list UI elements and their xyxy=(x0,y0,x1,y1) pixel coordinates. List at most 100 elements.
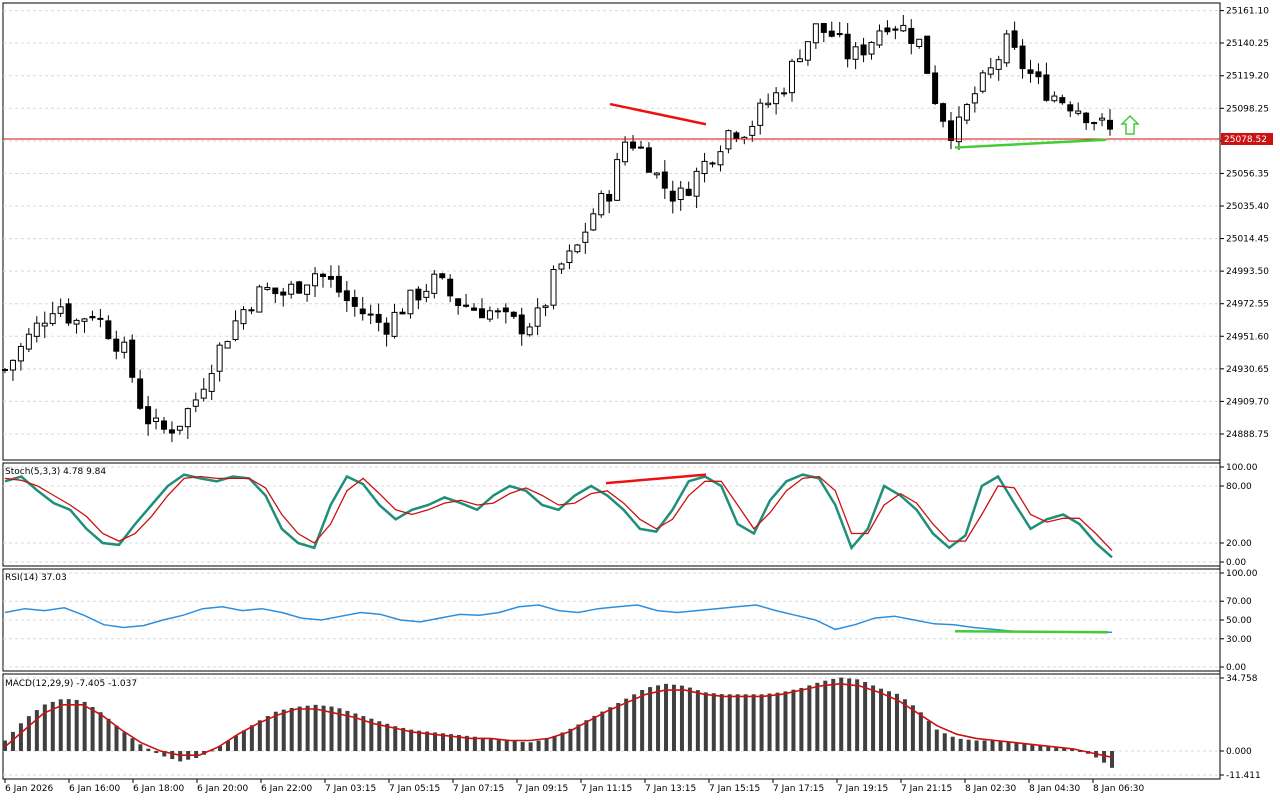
candle-body xyxy=(717,151,724,166)
macd-histogram-bar xyxy=(281,709,286,752)
macd-histogram-bar xyxy=(950,736,955,752)
candle-body xyxy=(630,141,637,149)
candle-body xyxy=(248,309,255,312)
stoch-d-line xyxy=(4,475,1113,552)
macd-histogram-bar xyxy=(162,751,167,757)
macd-histogram-bar xyxy=(385,723,390,752)
candle-body xyxy=(725,130,732,150)
price-tick-label: 24993.50 xyxy=(1226,267,1269,277)
candle-body xyxy=(733,132,740,139)
panel-frames xyxy=(2,2,1221,780)
candle-body xyxy=(160,420,167,430)
price-tick-label: 25014.45 xyxy=(1226,235,1269,245)
macd-histogram-bar xyxy=(918,712,923,752)
price-tick-label: 25056.35 xyxy=(1226,169,1269,179)
candle-body xyxy=(653,172,660,176)
candle-body xyxy=(932,72,939,104)
candle-body xyxy=(9,359,16,371)
macd-histogram-bar xyxy=(210,750,215,752)
macd-histogram-bar xyxy=(289,707,294,752)
stoch-tick-label: 100.00 xyxy=(1226,463,1258,473)
candle-body xyxy=(264,287,271,290)
time-tick-label: 7 Jan 07:15 xyxy=(453,784,504,794)
time-tick-label: 6 Jan 22:00 xyxy=(261,784,313,794)
candle-body xyxy=(757,102,764,126)
macd-histogram-bar xyxy=(640,690,645,752)
time-tick-label: 6 Jan 20:00 xyxy=(197,784,249,794)
candle-body xyxy=(312,273,319,287)
candle-body xyxy=(1051,95,1058,102)
time-tick-label: 7 Jan 17:15 xyxy=(773,784,824,794)
macd-histogram-bar xyxy=(942,733,947,752)
macd-histogram-bar xyxy=(759,694,764,752)
macd-histogram-bar xyxy=(82,701,87,752)
candle-body xyxy=(351,296,358,307)
macd-histogram-bar xyxy=(345,710,350,752)
candle-body xyxy=(471,307,478,311)
macd-histogram-bar xyxy=(34,710,39,752)
candle-body xyxy=(908,27,915,44)
macd-histogram-bar xyxy=(488,738,493,752)
candle-body xyxy=(375,313,382,323)
macd-histogram-bar xyxy=(369,718,374,752)
rsi-panel[interactable] xyxy=(4,604,1112,634)
macd-histogram-bar xyxy=(934,729,939,752)
candle-body xyxy=(614,159,621,201)
candle-body xyxy=(828,30,835,37)
rsi-tick-label: 0.00 xyxy=(1226,663,1246,673)
macd-histogram-bar xyxy=(122,732,127,752)
macd-histogram-bar xyxy=(42,704,47,752)
macd-histogram-bar xyxy=(114,725,119,752)
macd-histogram-bar xyxy=(1022,743,1027,752)
macd-histogram-bar xyxy=(66,699,71,752)
candle-body xyxy=(566,250,573,263)
price-tick-label: 25035.40 xyxy=(1226,202,1269,212)
macd-histogram-bar xyxy=(1038,745,1043,752)
macd-histogram-bar xyxy=(441,733,446,752)
candle-body xyxy=(574,244,581,253)
candle-body xyxy=(844,33,851,60)
time-tick-label: 6 Jan 16:00 xyxy=(69,784,121,794)
macd-histogram-bar xyxy=(664,683,669,752)
macd-histogram-bar xyxy=(855,679,860,752)
price-panel[interactable] xyxy=(2,14,1221,443)
candle-body xyxy=(280,291,287,296)
macd-histogram-bar xyxy=(974,740,979,752)
candle-body xyxy=(272,287,279,295)
time-tick-label: 7 Jan 05:15 xyxy=(389,784,440,794)
candle-body xyxy=(129,339,136,378)
macd-histogram-bar xyxy=(297,706,302,752)
macd-histogram-bar xyxy=(409,729,414,752)
candle-body xyxy=(558,263,565,270)
macd-histogram-bar xyxy=(671,684,676,752)
macd-histogram-bar xyxy=(218,745,223,752)
macd-histogram-bar xyxy=(576,724,581,752)
time-tick-label: 8 Jan 04:30 xyxy=(1029,784,1081,794)
price-bearish-divergence-line xyxy=(609,102,707,126)
macd-histogram-bar xyxy=(401,727,406,752)
time-axis: 6 Jan 2026 6 Jan 16:00 6 Jan 18:00 6 Jan 20… xyxy=(4,779,1145,794)
stochastic-panel[interactable] xyxy=(4,473,1113,559)
rsi-label: RSI(14) 37.03 xyxy=(5,573,67,583)
candle-body xyxy=(81,318,88,322)
candle-body xyxy=(359,308,366,315)
macd-histogram-bar xyxy=(361,716,366,752)
macd-histogram-bar xyxy=(329,706,334,752)
candle-body xyxy=(582,231,589,243)
candle-body xyxy=(208,373,215,392)
candle-body xyxy=(709,162,716,165)
candle-body xyxy=(987,67,994,75)
candle-body xyxy=(113,338,120,352)
buy-arrow xyxy=(1120,114,1140,135)
macd-histogram-bar xyxy=(1070,748,1075,752)
macd-histogram-bar xyxy=(958,738,963,752)
macd-tick-label: 0.000 xyxy=(1226,747,1252,757)
candle-body xyxy=(765,102,772,106)
candle-body xyxy=(1075,110,1082,114)
macd-panel[interactable] xyxy=(3,677,1114,768)
macd-histogram-bar xyxy=(225,740,230,752)
candle-body xyxy=(137,378,144,409)
macd-histogram-bar xyxy=(337,708,342,752)
candle-body xyxy=(168,429,175,434)
